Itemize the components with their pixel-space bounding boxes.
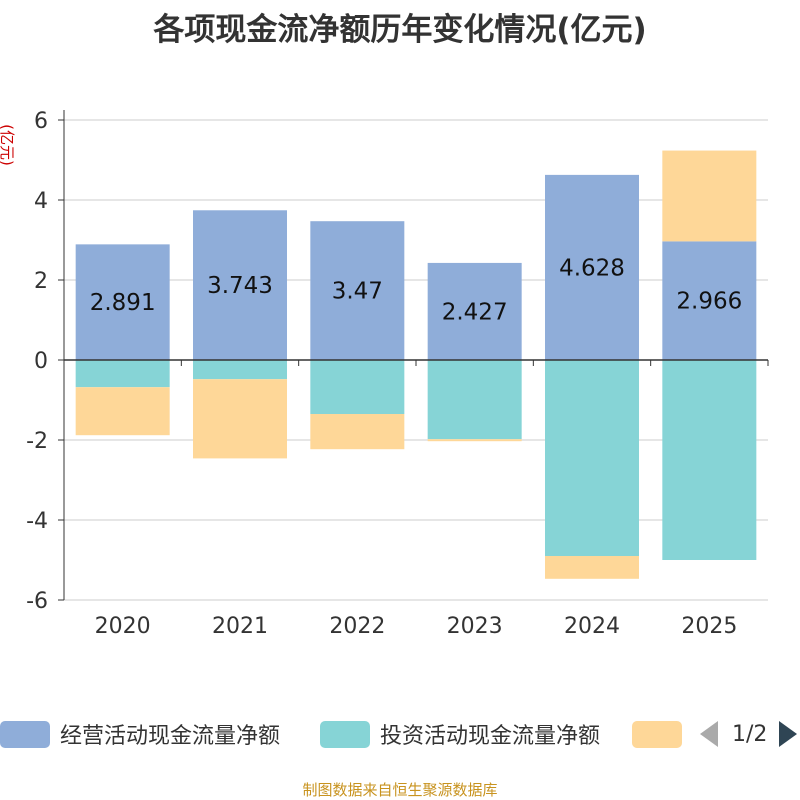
legend-swatch-investing [320,720,370,748]
data-source-note: 制图数据来自恒生聚源数据库 [302,781,498,799]
bar-series2-2020 [75,387,170,436]
y-tick-label: -6 [26,589,48,614]
bar-series2-2025 [662,150,757,242]
y-tick-label: -2 [26,429,48,454]
bar-series1-2023 [427,360,522,440]
x-tick-label: 2024 [564,614,620,639]
bar-data-label: 4.628 [559,255,625,281]
legend-pager: 1/2 [700,720,798,748]
chart-title: 各项现金流净额历年变化情况(亿元) [153,12,647,48]
bar-series0-2024 [545,174,639,360]
y-tick-label: 4 [34,189,48,214]
x-tick-label: 2025 [681,614,737,639]
bar-series0-2021 [193,210,287,360]
bar-data-label: 3.743 [207,273,273,299]
y-tick-label: 6 [34,109,48,134]
bar-data-label: 2.891 [90,290,156,316]
legend-label-operating: 经营活动现金流量净额 [60,724,281,749]
bar-series2-2022 [310,414,405,450]
y-tick-label: 0 [34,349,48,374]
bar-series0-2025 [662,241,757,360]
x-tick-label: 2020 [95,614,151,639]
legend-next-page-icon[interactable] [779,721,798,747]
bar-series1-2021 [193,360,287,380]
x-tick-label: 2021 [212,614,268,639]
legend-item-operating[interactable]: 经营活动现金流量净额 [0,720,281,749]
bar-data-label: 3.47 [332,279,383,305]
bar-series1-2024 [545,360,639,556]
bar-data-label: 2.966 [676,289,742,315]
bar-series0-2023 [427,262,522,360]
legend-page-indicator: 1/2 [732,721,768,747]
bar-series2-2023 [427,439,522,442]
x-tick-label: 2022 [329,614,385,639]
chart-plot: -6 -4 -2 0 2 4 6 (亿元) 2.891 3.743 3.47 2.427 4.628 2.… [0,109,769,639]
y-tick-label: -4 [26,509,48,534]
legend: 经营活动现金流量净额 投资活动现金流量净额 1/2 [0,712,800,756]
bar-series1-2022 [310,360,405,414]
bar-series2-2021 [193,379,287,459]
bar-data-label: 2.427 [442,299,508,325]
legend-item-financing[interactable] [632,720,692,748]
y-tick-label: 2 [34,269,48,294]
legend-item-investing[interactable]: 投资活动现金流量净额 [320,720,601,749]
bar-series2-2024 [545,556,639,579]
bar-series0-2022 [310,221,405,360]
bar-series1-2025 [662,360,757,560]
legend-prev-page-icon[interactable] [700,721,718,747]
legend-swatch-operating [0,720,50,748]
bar-series1-2020 [75,360,170,388]
y-axis-label: (亿元) [0,124,16,166]
legend-label-investing: 投资活动现金流量净额 [380,724,601,749]
bar-series0-2020 [75,244,170,360]
legend-swatch-financing [632,720,682,748]
x-tick-label: 2023 [447,614,503,639]
